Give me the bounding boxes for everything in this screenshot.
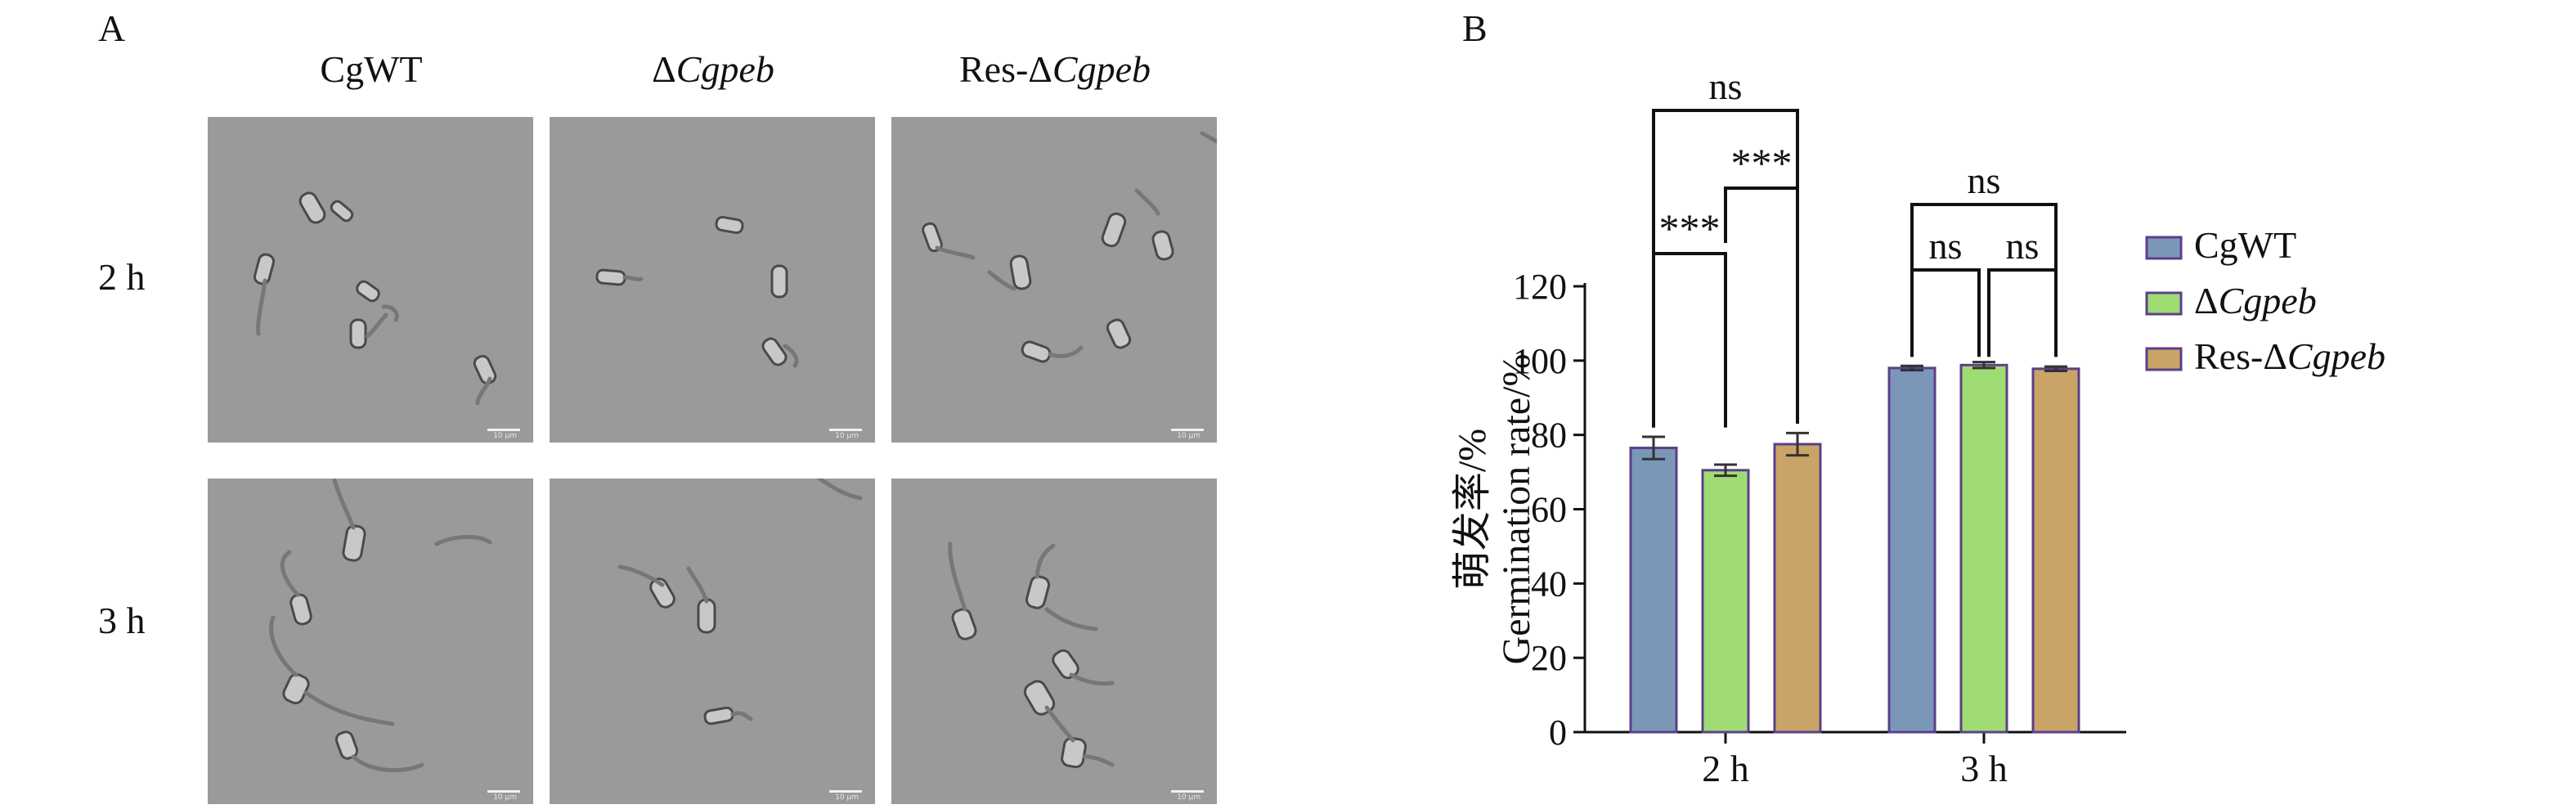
bar	[1887, 366, 1936, 734]
column-label-res-delta-cgpeb: Res-ΔCgpeb	[891, 47, 1218, 91]
bar	[1701, 469, 1750, 734]
significance-bracket	[1910, 268, 1981, 357]
y-axis-label-cn: 萌发率/%	[1451, 429, 1494, 590]
significance-bracket	[1910, 203, 2058, 357]
scale-bar-label: 10 μm	[493, 432, 517, 440]
scale-bar	[1171, 429, 1204, 431]
scale-bar	[1171, 790, 1204, 793]
y-tick-label: 40	[1531, 564, 1567, 604]
scale-bar	[487, 790, 520, 793]
significance-bracket	[1652, 252, 1727, 428]
legend-swatch	[2145, 347, 2183, 371]
significance-label: ns	[1929, 225, 1963, 267]
scale-bar-label: 10 μm	[835, 793, 859, 802]
conidia-image	[617, 479, 863, 726]
y-tick-label: 120	[1513, 267, 1567, 307]
y-tick-label: 20	[1531, 638, 1567, 678]
scale-bar	[829, 429, 862, 431]
legend-label-italic: Cgpeb	[2219, 280, 2317, 321]
significance-label: ***	[1731, 140, 1793, 186]
column-label-text: Δ	[652, 48, 676, 90]
legend-label: CgWT	[2194, 224, 2296, 266]
bar	[2031, 367, 2080, 734]
y-tick-label: 100	[1513, 341, 1567, 381]
micrograph-cgwt-2h: 10 μm	[208, 117, 533, 443]
micrograph-res-delta-cgpeb-3h: 10 μm	[891, 479, 1217, 804]
conidia-image	[948, 542, 1115, 769]
column-label-text: Res-Δ	[958, 48, 1052, 90]
y-tick-label: 80	[1531, 416, 1567, 456]
legend-label-text: CgWT	[2194, 224, 2296, 266]
y-axis-label: Germination rate/%	[1495, 354, 1538, 665]
column-label-cgwt: CgWT	[208, 47, 535, 91]
significance-label: ns	[1709, 65, 1743, 107]
conidia-image	[269, 479, 492, 773]
bar	[1959, 363, 2008, 734]
scale-bar-label: 10 μm	[493, 793, 517, 802]
micrograph-delta-cgpeb-3h: 10 μm	[550, 479, 875, 804]
significance-label: ns	[1968, 160, 2001, 201]
scale-bar-label: 10 μm	[1177, 793, 1200, 802]
legend-label-text: Δ	[2194, 280, 2219, 321]
legend-label-italic: Cgpeb	[2287, 335, 2385, 377]
legend-label: ΔCgpeb	[2194, 280, 2317, 321]
legend-label: Res-ΔCgpeb	[2194, 335, 2385, 377]
significance-bracket	[1987, 268, 2058, 357]
significance-label: ***	[1659, 205, 1721, 251]
legend-swatch	[2145, 291, 2183, 316]
micrograph-cgwt-3h: 10 μm	[208, 479, 533, 804]
micrograph-delta-cgpeb-2h: 10 μm	[550, 117, 875, 443]
scale-bar	[487, 429, 520, 431]
micrograph-res-delta-cgpeb-2h: 10 μm	[891, 117, 1217, 443]
significance-bracket	[1724, 187, 1799, 425]
significance-bracket	[1652, 109, 1799, 428]
bar	[1773, 443, 1822, 734]
conidia-image	[253, 191, 497, 406]
panel-b-letter: B	[1462, 7, 1488, 49]
column-label-delta-cgpeb: ΔCgpeb	[550, 47, 877, 91]
panel-a-letter: A	[98, 7, 126, 49]
row-label-3h: 3 h	[98, 600, 146, 641]
conidia-image	[595, 215, 799, 368]
y-tick-label: 60	[1531, 490, 1567, 530]
column-label-text: CgWT	[320, 48, 423, 90]
germination-bar-chart: 0 20 40 60 80 100 120 萌发率/% Germination rate/% 2 …	[1451, 65, 2385, 789]
scale-bar-label: 10 μm	[1177, 432, 1200, 440]
row-label-2h: 2 h	[98, 256, 146, 298]
scale-bar-label: 10 μm	[835, 432, 859, 440]
column-label-italic: Cgpeb	[1052, 48, 1151, 90]
legend-label-text: Res-Δ	[2194, 335, 2287, 377]
significance-label: ns	[2006, 225, 2040, 267]
scale-bar	[829, 790, 862, 793]
column-label-italic: Cgpeb	[675, 48, 774, 90]
y-tick-label: 0	[1549, 712, 1567, 753]
bar	[1629, 447, 1678, 734]
conidia-image	[922, 131, 1217, 363]
legend-swatch	[2145, 236, 2183, 260]
x-tick-label: 2 h	[1702, 748, 1749, 789]
x-tick-label: 3 h	[1960, 748, 2008, 789]
